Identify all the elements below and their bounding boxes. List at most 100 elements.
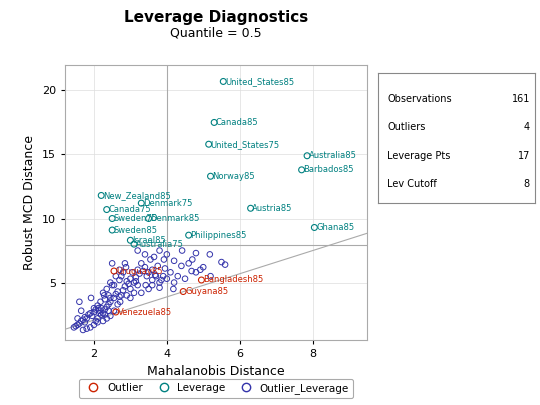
Point	[95, 307, 104, 314]
Point	[116, 298, 125, 305]
Point	[187, 268, 196, 274]
Point	[113, 288, 122, 295]
Point	[91, 318, 100, 324]
Point	[90, 309, 98, 315]
Point	[100, 311, 109, 318]
Point	[206, 251, 214, 258]
Point	[106, 279, 114, 286]
Point	[91, 306, 100, 313]
Point	[100, 296, 109, 303]
Point	[106, 298, 114, 305]
Point	[103, 304, 111, 310]
Point	[80, 319, 89, 326]
Point	[120, 260, 129, 266]
Point	[119, 287, 127, 294]
Point	[128, 269, 137, 275]
Point	[96, 298, 105, 305]
Text: Ghana85: Ghana85	[316, 223, 354, 232]
Point	[130, 241, 138, 247]
Point	[197, 277, 206, 283]
Point	[126, 237, 134, 243]
Point	[140, 264, 149, 271]
Point	[246, 205, 255, 211]
Point	[87, 295, 96, 301]
Point	[133, 266, 142, 273]
Text: Sweden75: Sweden75	[114, 214, 158, 223]
Point	[126, 275, 134, 282]
Point	[140, 251, 149, 258]
Point	[90, 305, 98, 311]
Point	[192, 250, 200, 256]
Point	[137, 260, 146, 266]
Point	[137, 290, 146, 296]
Text: Guyana85: Guyana85	[185, 287, 228, 296]
Text: Leverage Diagnostics: Leverage Diagnostics	[124, 10, 308, 25]
Point	[199, 264, 207, 271]
Point	[173, 273, 182, 279]
Point	[150, 254, 158, 260]
Point	[115, 277, 124, 283]
Point	[77, 318, 85, 324]
Point	[141, 282, 150, 288]
Point	[124, 281, 133, 287]
Point	[103, 286, 111, 292]
Text: Quantile = 0.5: Quantile = 0.5	[170, 26, 262, 39]
Point	[151, 272, 159, 278]
Point	[113, 301, 122, 307]
Point	[163, 251, 171, 258]
Point	[80, 314, 89, 320]
Text: 8: 8	[524, 179, 530, 190]
Point	[97, 311, 105, 318]
Point	[99, 290, 107, 296]
Point	[97, 305, 105, 311]
Point	[79, 316, 87, 323]
Point	[135, 271, 144, 277]
Point	[115, 293, 124, 300]
Point	[84, 311, 93, 318]
Point	[148, 277, 157, 283]
Point	[132, 274, 140, 281]
Text: Canada85: Canada85	[216, 118, 259, 127]
Point	[130, 279, 138, 286]
Point	[100, 306, 109, 313]
Text: Denmark85: Denmark85	[151, 214, 200, 223]
Point	[73, 322, 82, 328]
Point	[126, 286, 134, 292]
Point	[161, 265, 170, 272]
Point	[115, 266, 124, 273]
Text: Sweden85: Sweden85	[114, 226, 158, 234]
Point	[126, 295, 134, 301]
Point	[117, 273, 126, 279]
Point	[111, 291, 120, 297]
Text: Barbados85: Barbados85	[303, 165, 354, 174]
Text: Austria85: Austria85	[252, 204, 293, 213]
Point	[99, 310, 107, 317]
Point	[155, 279, 164, 286]
Point	[144, 286, 153, 292]
Point	[157, 277, 166, 283]
Point	[99, 318, 107, 324]
Point	[170, 279, 178, 286]
Text: Uruguay85: Uruguay85	[116, 266, 163, 275]
Point	[110, 282, 118, 288]
Point	[159, 273, 167, 279]
Point	[163, 275, 171, 282]
Point	[205, 141, 213, 147]
X-axis label: Mahalanobis Distance: Mahalanobis Distance	[147, 365, 285, 378]
Legend: Outlier, Leverage, Outlier_Leverage: Outlier, Leverage, Outlier_Leverage	[79, 379, 353, 398]
Point	[303, 153, 312, 159]
Point	[97, 192, 105, 199]
Point	[100, 292, 109, 298]
Point	[110, 268, 118, 274]
Point	[111, 273, 120, 279]
Point	[108, 215, 117, 222]
Point	[169, 286, 178, 292]
Point	[170, 258, 178, 264]
Point	[148, 266, 157, 273]
Point	[104, 307, 113, 314]
Point	[137, 200, 146, 207]
Point	[166, 269, 175, 275]
Text: Bangladesh85: Bangladesh85	[203, 275, 264, 284]
Point	[108, 227, 117, 233]
Point	[310, 224, 319, 231]
